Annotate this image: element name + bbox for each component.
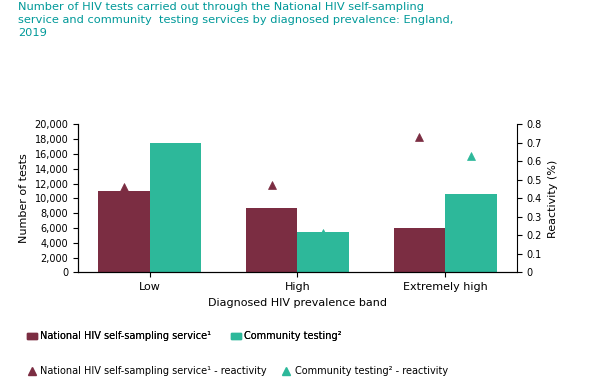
Bar [297,232,349,272]
Y-axis label: Reactivity (%): Reactivity (%) [548,159,558,238]
Bar [394,228,445,272]
Legend: National HIV self-sampling service¹, Community testing²: National HIV self-sampling service¹, Com… [23,328,346,345]
Bar [246,208,297,272]
Bar [445,194,497,272]
Bar [150,143,201,272]
Legend: National HIV self-sampling service¹ - reactivity, Community testing² - reactivit: National HIV self-sampling service¹ - re… [23,363,452,380]
Bar [98,191,150,272]
Text: Number of HIV tests carried out through the National HIV self-sampling
service a: Number of HIV tests carried out through … [18,2,453,39]
X-axis label: Diagnosed HIV prevalence band: Diagnosed HIV prevalence band [208,298,387,308]
Y-axis label: Number of tests: Number of tests [19,154,29,243]
